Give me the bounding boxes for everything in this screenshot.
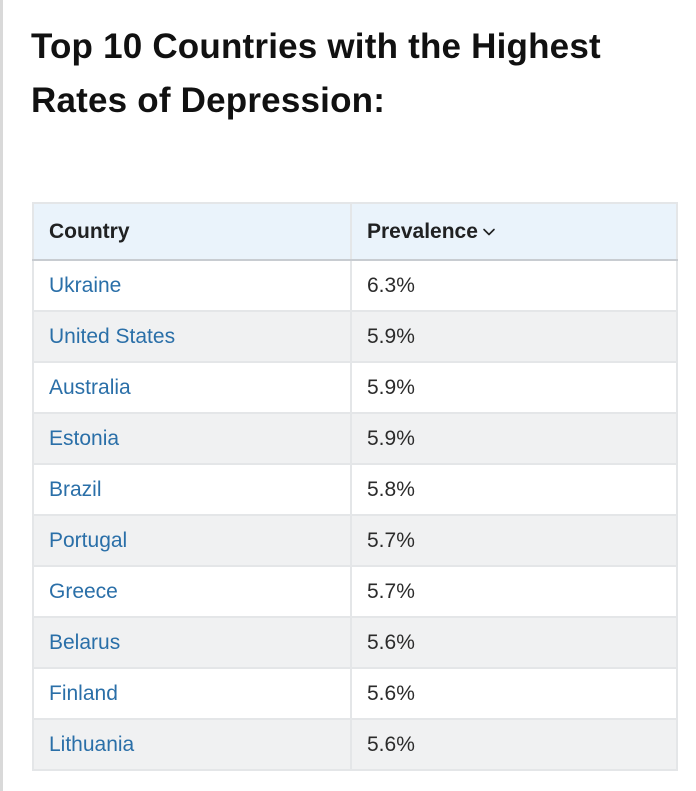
prevalence-cell: 5.9% (350, 412, 678, 465)
prevalence-cell: 5.6% (350, 616, 678, 669)
country-cell: Australia (32, 361, 352, 414)
country-link[interactable]: Estonia (49, 426, 120, 450)
page-title: Top 10 Countries with the Highest Rates … (31, 27, 601, 120)
country-link[interactable]: Finland (49, 681, 118, 705)
table-row: Ukraine 6.3% (32, 259, 678, 312)
table-row: Australia 5.9% (32, 361, 678, 414)
prevalence-value: 5.6% (367, 732, 415, 756)
country-link[interactable]: Lithuania (49, 732, 135, 756)
country-link[interactable]: Belarus (49, 630, 121, 654)
country-cell: United States (32, 310, 352, 363)
country-link[interactable]: United States (49, 324, 176, 348)
prevalence-value: 6.3% (367, 273, 415, 297)
chevron-down-icon (483, 228, 495, 235)
table-row: Estonia 5.9% (32, 412, 678, 465)
prevalence-value: 5.6% (367, 630, 415, 654)
table-row: Greece 5.7% (32, 565, 678, 618)
prevalence-value: 5.7% (367, 579, 415, 603)
country-link[interactable]: Portugal (49, 528, 128, 552)
table-header-row: Country Prevalence (32, 202, 678, 261)
prevalence-cell: 5.8% (350, 463, 678, 516)
country-link[interactable]: Ukraine (49, 273, 122, 297)
column-header-country[interactable]: Country (32, 202, 352, 261)
country-cell: Ukraine (32, 259, 352, 312)
country-cell: Brazil (32, 463, 352, 516)
prevalence-cell: 5.9% (350, 310, 678, 363)
prevalence-cell: 5.7% (350, 565, 678, 618)
table-row: Portugal 5.7% (32, 514, 678, 567)
prevalence-value: 5.9% (367, 375, 415, 399)
country-cell: Estonia (32, 412, 352, 465)
table-row: Lithuania 5.6% (32, 718, 678, 771)
prevalence-cell: 5.7% (350, 514, 678, 567)
prevalence-cell: 5.6% (350, 718, 678, 771)
country-cell: Belarus (32, 616, 352, 669)
table-row: Belarus 5.6% (32, 616, 678, 669)
country-cell: Portugal (32, 514, 352, 567)
country-link[interactable]: Greece (49, 579, 118, 603)
prevalence-value: 5.7% (367, 528, 415, 552)
prevalence-cell: 5.6% (350, 667, 678, 720)
column-header-country-label: Country (49, 219, 130, 243)
column-header-prevalence-label: Prevalence (367, 219, 478, 243)
country-cell: Lithuania (32, 718, 352, 771)
prevalence-value: 5.9% (367, 426, 415, 450)
sort-prevalence-button[interactable]: Prevalence (367, 220, 496, 244)
prevalence-value: 5.6% (367, 681, 415, 705)
prevalence-cell: 5.9% (350, 361, 678, 414)
depression-table: Country Prevalence Ukraine 6.3% Unit (32, 202, 678, 771)
table-row: United States 5.9% (32, 310, 678, 363)
country-cell: Finland (32, 667, 352, 720)
table-row: Finland 5.6% (32, 667, 678, 720)
prevalence-value: 5.8% (367, 477, 415, 501)
table-row: Brazil 5.8% (32, 463, 678, 516)
column-header-prevalence[interactable]: Prevalence (350, 202, 678, 261)
prevalence-value: 5.9% (367, 324, 415, 348)
country-link[interactable]: Brazil (49, 477, 102, 501)
country-link[interactable]: Australia (49, 375, 131, 399)
prevalence-cell: 6.3% (350, 259, 678, 312)
country-cell: Greece (32, 565, 352, 618)
